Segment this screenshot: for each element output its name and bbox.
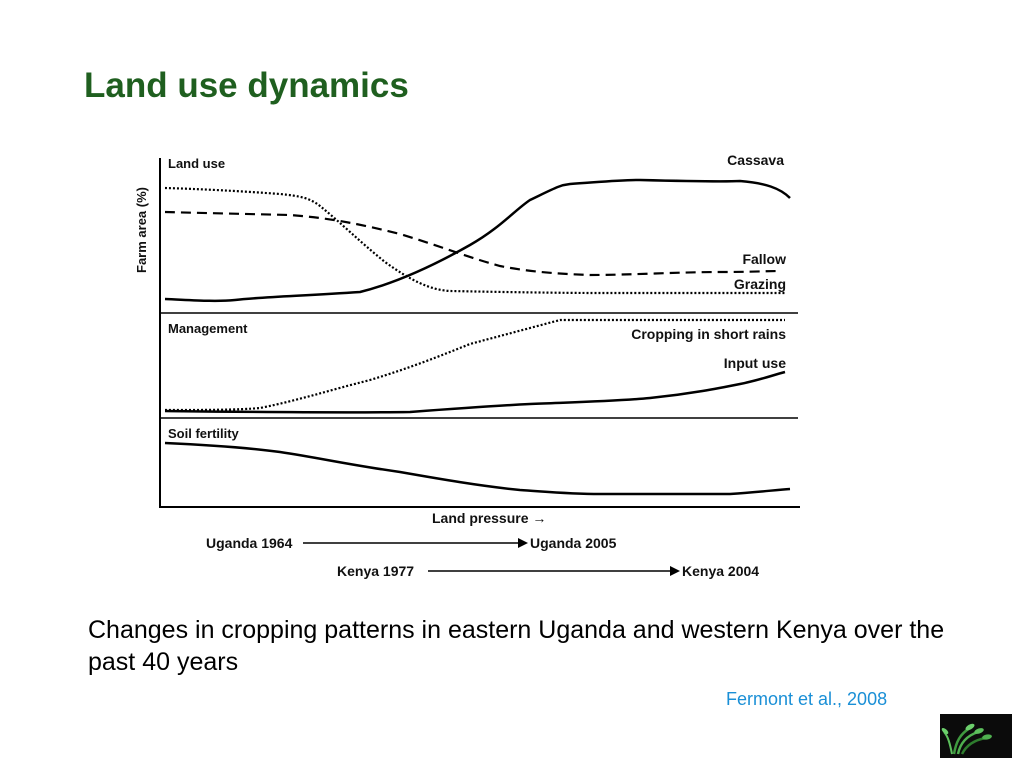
kenya-start-label: Kenya 1977 (337, 563, 414, 579)
x-axis-label: Land pressure → (432, 510, 546, 526)
kenya-end-label: Kenya 2004 (682, 563, 759, 579)
cassava-line (164, 178, 791, 303)
citation: Fermont et al., 2008 (726, 689, 888, 709)
uganda-start-label: Uganda 1964 (206, 535, 293, 551)
uganda-end-label: Uganda 2005 (530, 535, 617, 551)
input-use-line (164, 370, 786, 414)
cassava-label: Cassava (727, 152, 784, 168)
grazing-label: Grazing (734, 276, 786, 292)
slide-caption: Changes in cropping patterns in eastern … (88, 616, 945, 676)
grazing-line (164, 186, 785, 295)
fallow-label: Fallow (742, 251, 786, 267)
input-use-label: Input use (724, 355, 786, 371)
uganda-arrow-head (518, 538, 528, 548)
y-axis-label: Farm area (%) (134, 187, 149, 273)
slide-title: Land use dynamics (84, 66, 409, 105)
land-use-diagram: Farm area (%) Land use Management Soil f… (134, 152, 800, 579)
panel-title-land-use: Land use (168, 156, 225, 171)
cgiar-wheat-logo-icon (940, 714, 1012, 758)
panel-title-management: Management (168, 321, 248, 336)
panel-title-soil-fertility: Soil fertility (168, 426, 240, 441)
kenya-arrow-head (670, 566, 680, 576)
soil-fertility-line (164, 441, 791, 496)
cropping-short-rains-label: Cropping in short rains (631, 326, 786, 342)
fallow-line (164, 210, 781, 277)
